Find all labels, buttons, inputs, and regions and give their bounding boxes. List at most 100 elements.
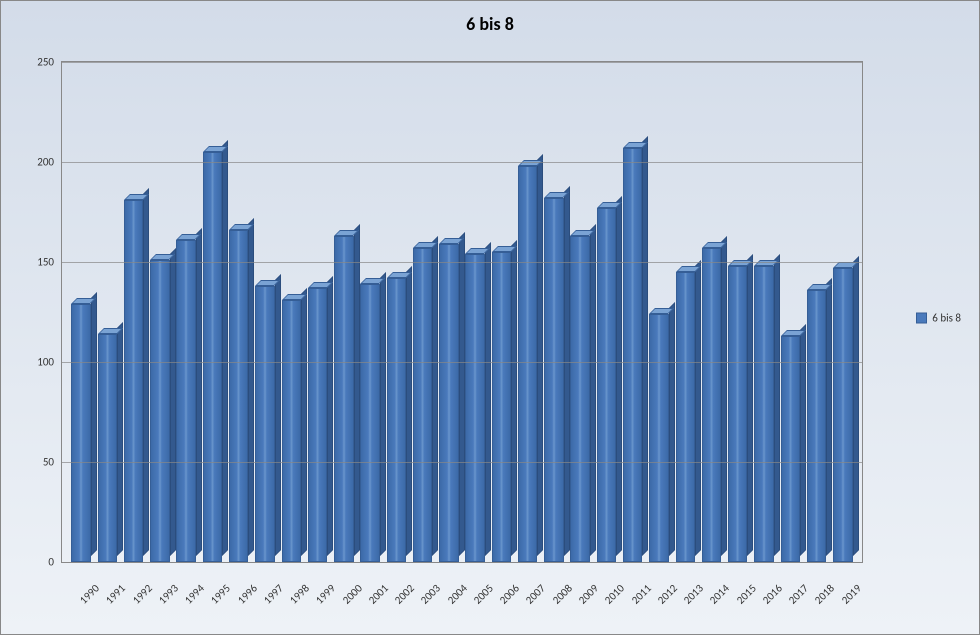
x-label-slot: 1994 xyxy=(172,563,198,623)
x-label-slot: 1993 xyxy=(146,563,172,623)
bar-slot xyxy=(462,62,488,562)
x-label-slot: 2009 xyxy=(566,563,592,623)
x-label-slot: 2004 xyxy=(435,563,461,623)
bar xyxy=(518,166,537,562)
bar-front-face xyxy=(807,290,826,562)
bar-front-face xyxy=(229,230,248,562)
bar-slot xyxy=(620,62,646,562)
bar xyxy=(150,260,169,562)
bar-slot xyxy=(488,62,514,562)
y-tick-label: 250 xyxy=(37,56,62,69)
bar-slot xyxy=(541,62,567,562)
y-tick-label: 100 xyxy=(37,356,62,369)
bar-front-face xyxy=(518,166,537,562)
x-label-slot: 2013 xyxy=(671,563,697,623)
bar-front-face xyxy=(255,286,274,562)
bar-slot xyxy=(68,62,94,562)
bar xyxy=(570,236,589,562)
bar-front-face xyxy=(465,254,484,562)
legend-swatch-icon xyxy=(916,312,927,323)
bar xyxy=(203,152,222,562)
x-label-slot: 2011 xyxy=(619,563,645,623)
x-label-slot: 1995 xyxy=(198,563,224,623)
gridline xyxy=(62,62,862,63)
bar-slot xyxy=(226,62,252,562)
x-label-slot: 2015 xyxy=(724,563,750,623)
x-label-slot: 2016 xyxy=(750,563,776,623)
bar xyxy=(282,300,301,562)
bar-slot xyxy=(777,62,803,562)
bar-slot xyxy=(567,62,593,562)
bar-slot xyxy=(409,62,435,562)
gridline xyxy=(62,262,862,263)
y-tick-label: 150 xyxy=(37,256,62,269)
bar-front-face xyxy=(150,260,169,562)
gridline xyxy=(62,162,862,163)
bar-slot xyxy=(593,62,619,562)
bar xyxy=(833,268,852,562)
x-label-slot: 2003 xyxy=(408,563,434,623)
bar xyxy=(649,314,668,562)
x-label-slot: 2012 xyxy=(645,563,671,623)
x-label-slot: 2005 xyxy=(461,563,487,623)
chart-container: 6 bis 8 050100150200250 1990199119921993… xyxy=(0,0,980,635)
bar-front-face xyxy=(334,236,353,562)
bar-slot xyxy=(199,62,225,562)
y-tick-label: 50 xyxy=(43,456,62,469)
bar-front-face xyxy=(649,314,668,562)
bar-slot xyxy=(331,62,357,562)
x-label-slot: 1997 xyxy=(251,563,277,623)
bar-slot xyxy=(383,62,409,562)
bar-front-face xyxy=(570,236,589,562)
x-label-slot: 1992 xyxy=(120,563,146,623)
x-label-slot: 2000 xyxy=(330,563,356,623)
x-label-slot: 1991 xyxy=(93,563,119,623)
bar-slot xyxy=(646,62,672,562)
bar xyxy=(807,290,826,562)
bar-slot xyxy=(121,62,147,562)
bar-slot xyxy=(672,62,698,562)
bar-front-face xyxy=(124,200,143,562)
x-label-slot: 2018 xyxy=(802,563,828,623)
bar-slot xyxy=(725,62,751,562)
bar-front-face xyxy=(544,198,563,562)
y-tick-label: 0 xyxy=(48,556,62,569)
x-label-slot: 2006 xyxy=(487,563,513,623)
bar xyxy=(544,198,563,562)
bar xyxy=(781,336,800,562)
bar xyxy=(492,252,511,562)
bar-slot xyxy=(515,62,541,562)
bar-front-face xyxy=(98,334,117,562)
x-label-slot: 2014 xyxy=(697,563,723,623)
x-label-slot: 2001 xyxy=(356,563,382,623)
bar-slot xyxy=(436,62,462,562)
bar-front-face xyxy=(702,248,721,562)
plot-area: 050100150200250 xyxy=(61,61,863,563)
x-label-slot: 1990 xyxy=(67,563,93,623)
bar-slot xyxy=(751,62,777,562)
bars-row xyxy=(62,62,862,562)
x-label-slot: 1996 xyxy=(225,563,251,623)
bar-slot xyxy=(147,62,173,562)
bar-front-face xyxy=(439,244,458,562)
gridline xyxy=(62,362,862,363)
bar-front-face xyxy=(728,266,747,562)
bar xyxy=(308,288,327,562)
x-label-slot: 2010 xyxy=(592,563,618,623)
bar-slot xyxy=(278,62,304,562)
bar-front-face xyxy=(781,336,800,562)
bar xyxy=(623,148,642,562)
x-label-slot: 2017 xyxy=(776,563,802,623)
x-label-slot: 2007 xyxy=(514,563,540,623)
bar-slot xyxy=(252,62,278,562)
bar-front-face xyxy=(203,152,222,562)
bar xyxy=(754,266,773,562)
bar-front-face xyxy=(833,268,852,562)
x-label-slot: 2019 xyxy=(829,563,855,623)
x-label-slot: 1999 xyxy=(303,563,329,623)
bar-front-face xyxy=(387,278,406,562)
bar xyxy=(702,248,721,562)
bar xyxy=(124,200,143,562)
x-axis-labels: 1990199119921993199419951996199719981999… xyxy=(61,563,861,623)
bar xyxy=(229,230,248,562)
